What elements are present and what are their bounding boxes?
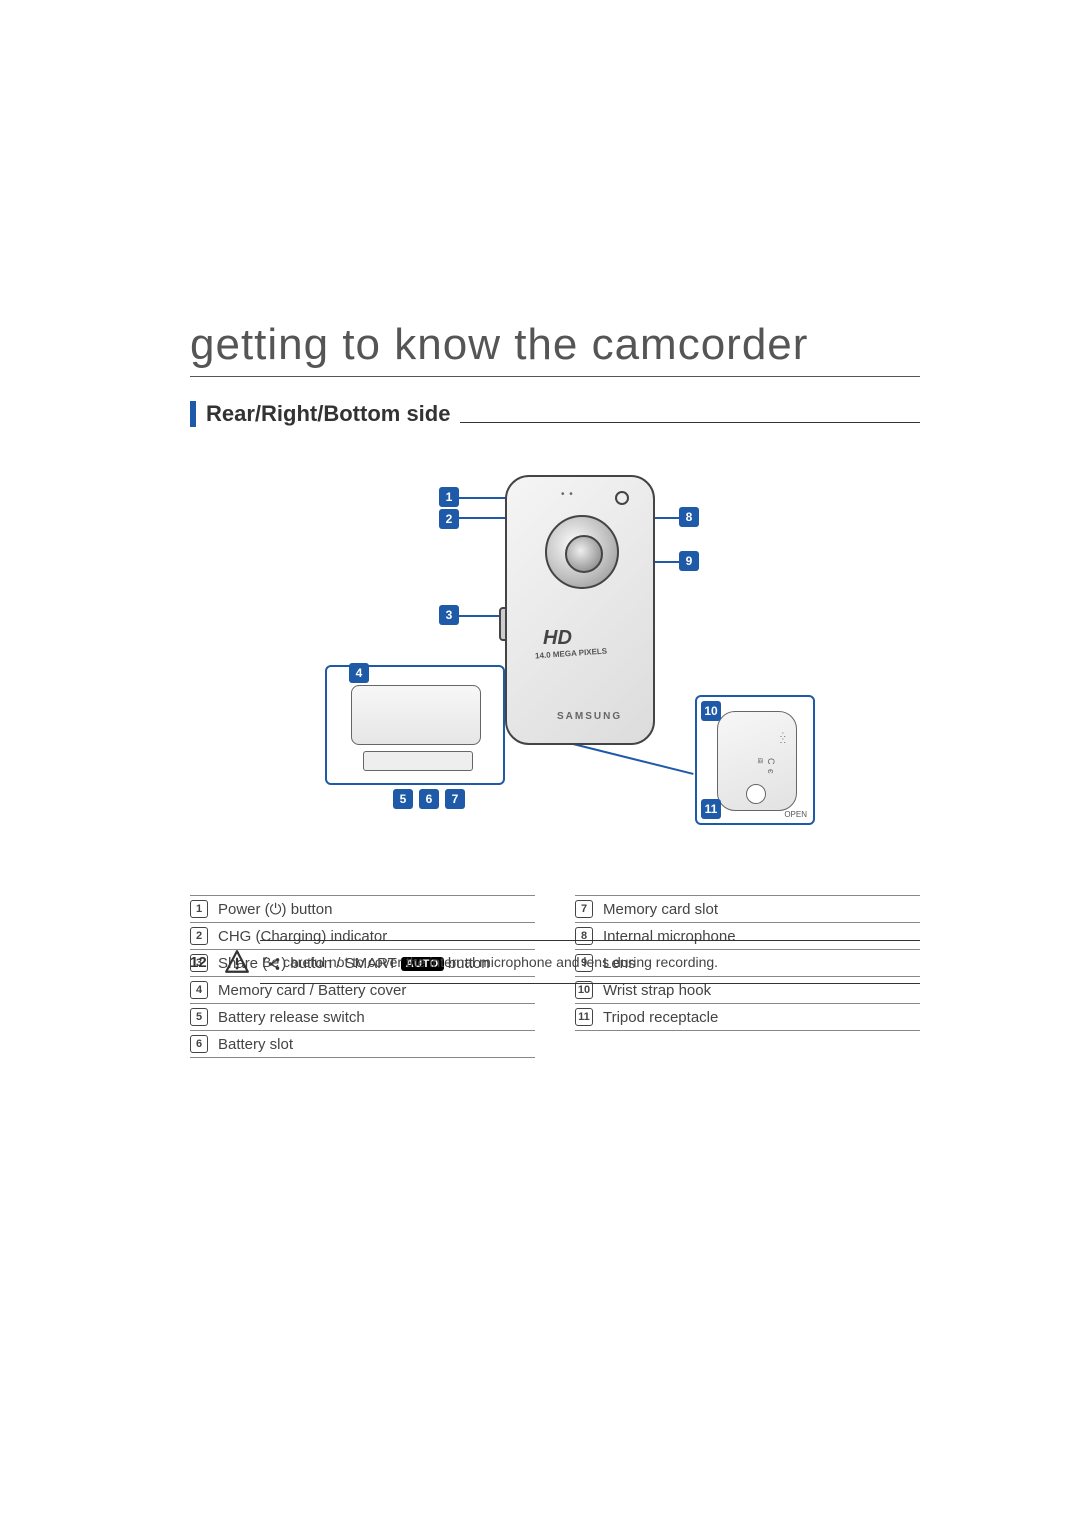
battery-cover-panel	[351, 685, 481, 745]
callout-line	[459, 615, 501, 617]
side-button	[499, 607, 507, 641]
legend-num: 7	[575, 900, 593, 918]
legend-text: Tripod receptacle	[603, 1009, 920, 1026]
lens-ring	[545, 515, 619, 589]
warning-icon	[224, 949, 250, 975]
warning-text: Be careful not to cover the internal mic…	[262, 954, 718, 970]
legend-row: 6 Battery slot	[190, 1031, 535, 1058]
callout-8: 8	[679, 507, 699, 527]
ce-mark: C є ⧈	[755, 758, 776, 778]
callout-11: 11	[701, 799, 721, 819]
microphone-grille	[615, 491, 629, 505]
legend-text: Wrist strap hook	[603, 982, 920, 999]
section-rule	[460, 422, 920, 423]
speaker-dots: ∴∴	[780, 732, 786, 744]
note-rule	[260, 983, 920, 984]
camcorder-diagram: • • HD 14.0 MEGA PIXELS SAMSUNG ∴∴ C є	[285, 465, 825, 845]
bottom-panel: ∴∴ C є ⧈	[717, 711, 797, 811]
open-label: OPEN	[784, 810, 807, 819]
callout-9: 9	[679, 551, 699, 571]
hd-badge: HD	[543, 627, 572, 650]
section-title: Rear/Right/Bottom side	[206, 401, 450, 427]
legend-text: Power (⏻) button	[218, 901, 535, 918]
callout-5: 5	[393, 789, 413, 809]
legend-text: Memory card / Battery cover	[218, 982, 535, 999]
legend-row: 11 Tripod receptacle	[575, 1004, 920, 1031]
callout-7: 7	[445, 789, 465, 809]
legend-row: 7 Memory card slot	[575, 895, 920, 923]
legend-text: Battery release switch	[218, 1009, 535, 1026]
battery-slot-row	[363, 751, 473, 771]
callout-3: 3	[439, 605, 459, 625]
legend-text: Memory card slot	[603, 901, 920, 918]
callout-6: 6	[419, 789, 439, 809]
section-header: Rear/Right/Bottom side	[190, 401, 920, 427]
page-number: 12	[190, 954, 224, 971]
footer-note: 12 Be careful not to cover the internal …	[190, 940, 920, 984]
legend-text: Battery slot	[218, 1036, 535, 1053]
chapter-title: getting to know the camcorder	[190, 320, 920, 377]
callout-1: 1	[439, 487, 459, 507]
detail-battery-cover	[325, 665, 505, 785]
legend-row: 5 Battery release switch	[190, 1004, 535, 1031]
callout-10: 10	[701, 701, 721, 721]
legend-num: 1	[190, 900, 208, 918]
indicator-dots: • •	[561, 489, 574, 500]
section-marker	[190, 401, 196, 427]
brand-label: SAMSUNG	[557, 711, 622, 722]
legend-num: 5	[190, 1008, 208, 1026]
tripod-hole	[746, 784, 766, 804]
lens-glass	[565, 535, 603, 573]
legend-num: 11	[575, 1008, 593, 1026]
camcorder-body: • • HD 14.0 MEGA PIXELS SAMSUNG	[505, 475, 655, 745]
legend-row: 1 Power (⏻) button	[190, 895, 535, 923]
callout-2: 2	[439, 509, 459, 529]
diagram-area: • • HD 14.0 MEGA PIXELS SAMSUNG ∴∴ C є	[190, 455, 920, 855]
legend-num: 6	[190, 1035, 208, 1053]
callout-4: 4	[349, 663, 369, 683]
